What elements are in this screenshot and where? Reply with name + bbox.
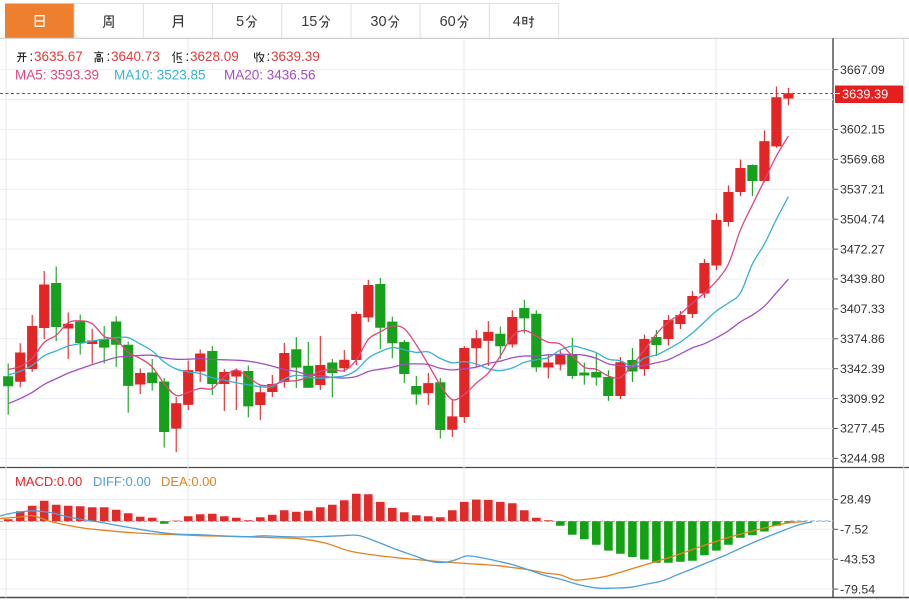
svg-text:-43.53: -43.53 [840, 552, 875, 566]
svg-text:15: 15 [301, 14, 317, 30]
svg-text:3639.39: 3639.39 [842, 86, 888, 101]
svg-text:3635.67: 3635.67 [34, 49, 83, 64]
svg-text::: : [186, 49, 190, 64]
svg-text::: : [107, 49, 111, 64]
svg-text:3342.39: 3342.39 [840, 362, 885, 376]
svg-text:MA20: 3436.56: MA20: 3436.56 [224, 68, 316, 83]
svg-text:3628.09: 3628.09 [190, 49, 239, 64]
svg-text:3639.39: 3639.39 [271, 49, 320, 64]
svg-text:3374.86: 3374.86 [840, 332, 885, 346]
svg-text:3407.33: 3407.33 [840, 302, 885, 316]
svg-text:3602.15: 3602.15 [840, 123, 885, 137]
svg-text::: : [267, 49, 271, 64]
svg-text:3667.09: 3667.09 [840, 63, 885, 77]
svg-text:3504.74: 3504.74 [840, 212, 885, 226]
svg-text:MA5: 3593.39: MA5: 3593.39 [15, 68, 99, 83]
svg-text:5: 5 [236, 14, 244, 30]
svg-text:MACD:0.00: MACD:0.00 [15, 474, 82, 489]
svg-text:DEA:0.00: DEA:0.00 [161, 474, 217, 489]
svg-text:3277.45: 3277.45 [840, 422, 885, 436]
svg-text:3309.92: 3309.92 [840, 392, 885, 406]
svg-text:4: 4 [513, 14, 521, 30]
svg-text:3640.73: 3640.73 [111, 49, 160, 64]
svg-text:DIFF:0.00: DIFF:0.00 [93, 474, 151, 489]
svg-text:3537.21: 3537.21 [840, 182, 885, 196]
svg-text::: : [30, 49, 34, 64]
svg-text:3569.68: 3569.68 [840, 153, 885, 167]
svg-text:MA10: 3523.85: MA10: 3523.85 [114, 68, 206, 83]
svg-text:30: 30 [370, 14, 386, 30]
svg-text:28.49: 28.49 [840, 493, 871, 507]
svg-text:-7.52: -7.52 [840, 523, 868, 537]
svg-text:3244.98: 3244.98 [840, 452, 885, 466]
svg-text:3472.27: 3472.27 [840, 242, 885, 256]
svg-text:3439.80: 3439.80 [840, 272, 885, 286]
svg-text:-79.54: -79.54 [840, 582, 875, 596]
svg-text:60: 60 [440, 14, 456, 30]
